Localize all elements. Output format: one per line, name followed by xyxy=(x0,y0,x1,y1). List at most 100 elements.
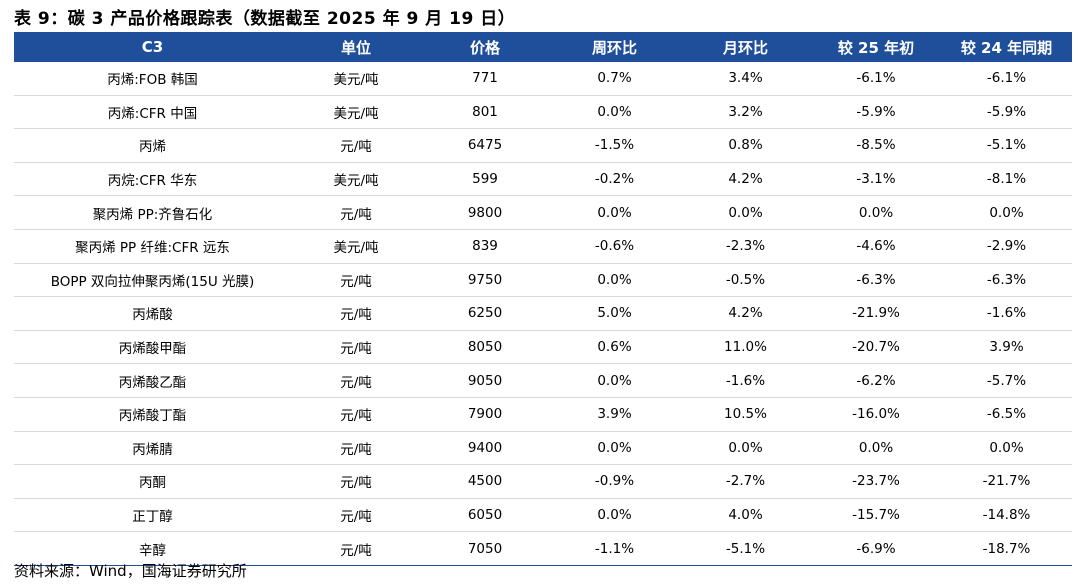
ytd-cell: -3.1% xyxy=(811,162,941,197)
product-cell: 丙烯:FOB 韩国 xyxy=(14,62,291,96)
table-row: 丙烷:CFR 华东 美元/吨 599 -0.2% 4.2% -3.1% -8.1% xyxy=(14,162,1072,197)
price-cell: 801 xyxy=(421,95,549,130)
yoy-cell: 0.0% xyxy=(941,431,1072,466)
mom-cell: -2.3% xyxy=(680,229,811,264)
mom-cell: -0.5% xyxy=(680,263,811,298)
header-mom: 月环比 xyxy=(680,32,811,62)
yoy-cell: 0.0% xyxy=(941,195,1072,230)
header-unit: 单位 xyxy=(291,32,421,62)
ytd-cell: -6.3% xyxy=(811,263,941,298)
yoy-cell: -21.7% xyxy=(941,464,1072,499)
price-cell: 9400 xyxy=(421,431,549,466)
unit-cell: 元/吨 xyxy=(291,128,421,163)
mom-cell: 0.0% xyxy=(680,431,811,466)
ytd-cell: 0.0% xyxy=(811,431,941,466)
table-row: 丙烯酸甲酯 元/吨 8050 0.6% 11.0% -20.7% 3.9% xyxy=(14,330,1072,365)
mom-cell: 4.0% xyxy=(680,498,811,533)
table-row: 聚丙烯 PP 纤维:CFR 远东 美元/吨 839 -0.6% -2.3% -4.6% -2… xyxy=(14,229,1072,264)
price-cell: 839 xyxy=(421,229,549,264)
wow-cell: 0.0% xyxy=(549,195,680,230)
mom-cell: 0.0% xyxy=(680,195,811,230)
price-cell: 9800 xyxy=(421,195,549,230)
price-table: C3 单位 价格 周环比 月环比 较 25 年初 较 24 年同期 丙烯:FOB… xyxy=(14,32,1072,566)
ytd-cell: -4.6% xyxy=(811,229,941,264)
table-row: 丙烯:FOB 韩国 美元/吨 771 0.7% 3.4% -6.1% -6.1% xyxy=(14,62,1072,96)
table-row: 丙烯腈 元/吨 9400 0.0% 0.0% 0.0% 0.0% xyxy=(14,431,1072,466)
mom-cell: 0.8% xyxy=(680,128,811,163)
table-caption: 表 9：碳 3 产品价格跟踪表（数据截至 2025 年 9 月 19 日） xyxy=(14,9,516,29)
price-cell: 6250 xyxy=(421,296,549,331)
table-row: 丙烯酸 元/吨 6250 5.0% 4.2% -21.9% -1.6% xyxy=(14,296,1072,331)
product-cell: 辛醇 xyxy=(14,531,291,566)
ytd-cell: -23.7% xyxy=(811,464,941,499)
mom-cell: -1.6% xyxy=(680,363,811,398)
mom-cell: 10.5% xyxy=(680,397,811,432)
unit-cell: 美元/吨 xyxy=(291,95,421,130)
yoy-cell: -1.6% xyxy=(941,296,1072,331)
wow-cell: -1.1% xyxy=(549,531,680,566)
ytd-cell: -21.9% xyxy=(811,296,941,331)
wow-cell: -0.2% xyxy=(549,162,680,197)
ytd-cell: -5.9% xyxy=(811,95,941,130)
unit-cell: 美元/吨 xyxy=(291,162,421,197)
ytd-cell: -15.7% xyxy=(811,498,941,533)
product-cell: 丙烯酸 xyxy=(14,296,291,331)
product-cell: 丙烯酸丁酯 xyxy=(14,397,291,432)
ytd-cell: -6.1% xyxy=(811,62,941,96)
yoy-cell: -5.1% xyxy=(941,128,1072,163)
header-c3: C3 xyxy=(14,32,291,62)
wow-cell: 0.0% xyxy=(549,498,680,533)
wow-cell: -0.9% xyxy=(549,464,680,499)
ytd-cell: -16.0% xyxy=(811,397,941,432)
yoy-cell: -5.7% xyxy=(941,363,1072,398)
mom-cell: -2.7% xyxy=(680,464,811,499)
product-cell: 丙烯酸甲酯 xyxy=(14,330,291,365)
price-cell: 7900 xyxy=(421,397,549,432)
table-row: 辛醇 元/吨 7050 -1.1% -5.1% -6.9% -18.7% xyxy=(14,531,1072,566)
product-cell: BOPP 双向拉伸聚丙烯(15U 光膜) xyxy=(14,263,291,298)
ytd-cell: 0.0% xyxy=(811,195,941,230)
table-row: 丙烯:CFR 中国 美元/吨 801 0.0% 3.2% -5.9% -5.9% xyxy=(14,95,1072,130)
header-ytd: 较 25 年初 xyxy=(811,32,941,62)
unit-cell: 元/吨 xyxy=(291,195,421,230)
price-cell: 8050 xyxy=(421,330,549,365)
price-cell: 4500 xyxy=(421,464,549,499)
unit-cell: 元/吨 xyxy=(291,531,421,566)
mom-cell: 11.0% xyxy=(680,330,811,365)
source-note: 资料来源：Wind，国海证券研究所 xyxy=(14,562,247,580)
product-cell: 丙烷:CFR 华东 xyxy=(14,162,291,197)
unit-cell: 元/吨 xyxy=(291,397,421,432)
wow-cell: -1.5% xyxy=(549,128,680,163)
wow-cell: 0.0% xyxy=(549,431,680,466)
mom-cell: 4.2% xyxy=(680,296,811,331)
mom-cell: 3.2% xyxy=(680,95,811,130)
price-cell: 7050 xyxy=(421,531,549,566)
product-cell: 丙烯酸乙酯 xyxy=(14,363,291,398)
mom-cell: -5.1% xyxy=(680,531,811,566)
price-cell: 771 xyxy=(421,62,549,96)
table-row: 正丁醇 元/吨 6050 0.0% 4.0% -15.7% -14.8% xyxy=(14,498,1072,533)
product-cell: 聚丙烯 PP 纤维:CFR 远东 xyxy=(14,229,291,264)
yoy-cell: -8.1% xyxy=(941,162,1072,197)
unit-cell: 美元/吨 xyxy=(291,229,421,264)
product-cell: 聚丙烯 PP:齐鲁石化 xyxy=(14,195,291,230)
unit-cell: 元/吨 xyxy=(291,363,421,398)
yoy-cell: -6.1% xyxy=(941,62,1072,96)
ytd-cell: -6.9% xyxy=(811,531,941,566)
product-cell: 丙烯:CFR 中国 xyxy=(14,95,291,130)
unit-cell: 元/吨 xyxy=(291,464,421,499)
header-wow: 周环比 xyxy=(549,32,680,62)
product-cell: 丙烯腈 xyxy=(14,431,291,466)
ytd-cell: -6.2% xyxy=(811,363,941,398)
yoy-cell: -6.3% xyxy=(941,263,1072,298)
yoy-cell: -2.9% xyxy=(941,229,1072,264)
mom-cell: 3.4% xyxy=(680,62,811,96)
wow-cell: 0.6% xyxy=(549,330,680,365)
unit-cell: 元/吨 xyxy=(291,431,421,466)
price-cell: 9050 xyxy=(421,363,549,398)
wow-cell: 0.0% xyxy=(549,95,680,130)
unit-cell: 元/吨 xyxy=(291,498,421,533)
yoy-cell: -14.8% xyxy=(941,498,1072,533)
table-row: 聚丙烯 PP:齐鲁石化 元/吨 9800 0.0% 0.0% 0.0% 0.0% xyxy=(14,195,1072,230)
header-yoy: 较 24 年同期 xyxy=(941,32,1072,62)
